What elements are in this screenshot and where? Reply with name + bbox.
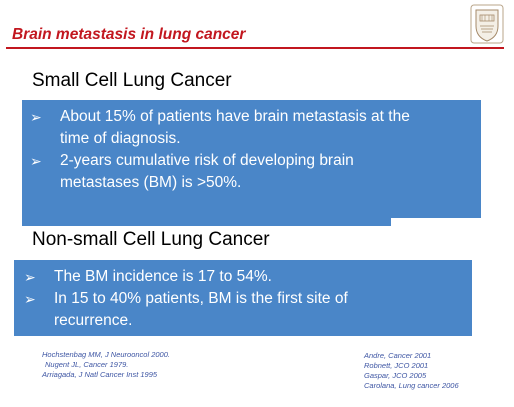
arrow-bullet-icon: ➢ [24, 269, 36, 285]
arrow-bullet-icon: ➢ [30, 109, 42, 125]
reference: Robnett, JCO 2001 [364, 361, 429, 370]
bullet-text: In 15 to 40% patients, BM is the first s… [54, 290, 348, 307]
bullet-item: ➢ In 15 to 40% patients, BM is the first… [24, 288, 348, 332]
bullet-item: ➢ About 15% of patients have brain metas… [30, 106, 410, 150]
bullet-box-extension [22, 214, 391, 226]
reference: Andre, Cancer 2001 [364, 351, 432, 360]
slide-title: Brain metastasis in lung cancer [12, 26, 246, 43]
reference: Hochstenbag MM, J Neurooncol 2000. [42, 350, 170, 359]
bullet-item: ➢ 2-years cumulative risk of developing … [30, 150, 354, 194]
references-left: Hochstenbag MM, J Neurooncol 2000. Nugen… [42, 350, 170, 380]
reference: Gaspar, JCO 2005 [364, 371, 427, 380]
reference: Arriagada, J Natl Cancer Inst 1995 [42, 370, 158, 379]
bullet-text: 2-years cumulative risk of developing br… [60, 152, 354, 169]
references-right: Andre, Cancer 2001 Robnett, JCO 2001 Gas… [364, 351, 459, 391]
bullet-box-sclc: ➢ About 15% of patients have brain metas… [22, 100, 481, 218]
arrow-bullet-icon: ➢ [24, 291, 36, 307]
section-heading-nsclc: Non-small Cell Lung Cancer [32, 229, 270, 250]
reference: Carolana, Lung cancer 2006 [364, 381, 459, 390]
bullet-box-nsclc: ➢ The BM incidence is 17 to 54%. ➢ In 15… [14, 260, 472, 336]
reference: Nugent JL, Cancer 1979. [45, 360, 129, 369]
university-seal-icon [470, 4, 504, 44]
title-divider [6, 47, 504, 49]
bullet-text: metastases (BM) is >50%. [60, 174, 242, 191]
arrow-bullet-icon: ➢ [30, 153, 42, 169]
section-heading-sclc: Small Cell Lung Cancer [32, 70, 232, 91]
bullet-text: About 15% of patients have brain metasta… [60, 108, 410, 125]
bullet-text: The BM incidence is 17 to 54%. [54, 268, 272, 285]
bullet-text: time of diagnosis. [60, 130, 181, 147]
bullet-item: ➢ The BM incidence is 17 to 54%. [24, 266, 272, 288]
bullet-text: recurrence. [54, 312, 133, 329]
